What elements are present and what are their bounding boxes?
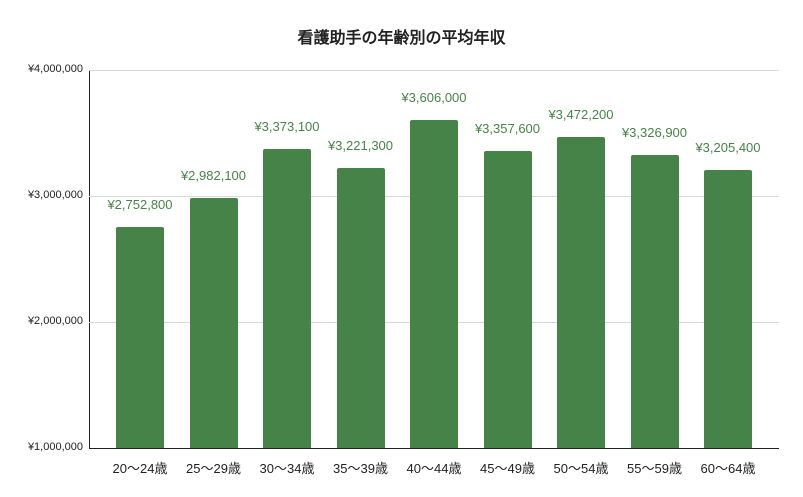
y-tick-label: ¥4,000,000 [27, 63, 83, 75]
y-tick-label: ¥3,000,000 [27, 189, 83, 201]
plot-area: ¥1,000,000 ¥2,000,000 ¥3,000,000 ¥4,000,000… [28, 63, 779, 476]
value-label: ¥3,472,200 [548, 106, 614, 122]
value-label: ¥3,326,900 [621, 124, 688, 140]
x-axis-line [89, 448, 779, 449]
value-label: ¥3,373,100 [254, 118, 320, 134]
bar[interactable] [557, 136, 605, 448]
bar[interactable] [189, 198, 238, 448]
bar[interactable] [483, 150, 532, 448]
value-label: ¥2,752,800 [107, 197, 173, 213]
y-tick-label: ¥2,000,000 [27, 315, 83, 327]
x-tick-label: 35〜39歳 [333, 461, 388, 476]
x-tick-label: 45〜49歳 [480, 461, 535, 476]
x-tick-label: 55〜59歳 [627, 461, 682, 476]
x-tick-label: 50〜54歳 [553, 461, 609, 476]
x-tick-label: 30〜34歳 [259, 461, 315, 476]
y-tick-label: ¥1,000,000 [27, 441, 83, 453]
x-tick-label: 25〜29歳 [186, 461, 241, 476]
x-tick-label: 20〜24歳 [112, 461, 168, 476]
bar[interactable] [410, 119, 458, 448]
value-label: ¥3,606,000 [401, 89, 467, 105]
value-label: ¥3,357,600 [474, 120, 541, 136]
bar[interactable] [704, 170, 752, 448]
bar[interactable] [116, 227, 164, 448]
bar[interactable] [263, 149, 311, 448]
chart-title: 看護助手の年齢別の平均年収 [297, 28, 506, 47]
gridline [89, 70, 779, 71]
value-label: ¥3,221,300 [327, 138, 394, 154]
y-axis-line [89, 70, 90, 449]
bar[interactable] [630, 154, 679, 448]
x-tick-label: 40〜44歳 [406, 461, 462, 476]
value-label: ¥2,982,100 [180, 168, 247, 184]
bar[interactable] [336, 168, 385, 448]
x-tick-label: 60〜64歳 [700, 461, 756, 476]
value-label: ¥3,205,400 [695, 140, 761, 156]
